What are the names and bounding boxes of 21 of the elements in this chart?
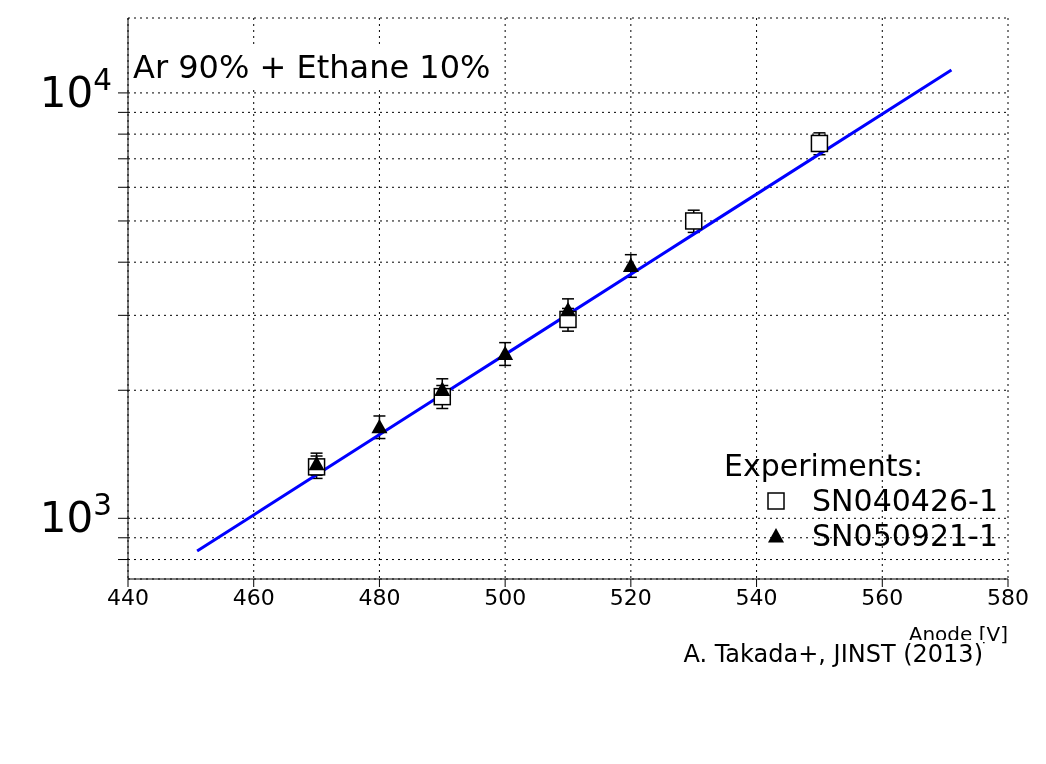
x-tick-label: 440 xyxy=(107,584,149,610)
x-tick-label: 580 xyxy=(987,584,1029,610)
x-tick-label: 500 xyxy=(484,584,527,610)
x-tick-label: 460 xyxy=(232,584,275,610)
annotation: Ar 90% + Ethane 10% xyxy=(133,48,491,86)
point xyxy=(371,418,388,434)
legend-title: Experiments: xyxy=(724,448,925,483)
legend-label: SN040426-1 xyxy=(812,483,998,518)
legend-label: SN050921-1 xyxy=(812,518,998,553)
point xyxy=(560,301,576,317)
y-tick-label: 10$^{4}$ xyxy=(39,62,112,117)
x-tick-label: 520 xyxy=(609,584,652,610)
y-tick-label: 10$^{3}$ xyxy=(39,488,112,543)
point xyxy=(684,212,703,230)
point xyxy=(308,455,325,471)
x-tick-label: 560 xyxy=(861,584,904,610)
point xyxy=(434,381,451,396)
x-tick-label: 540 xyxy=(735,584,778,610)
x-tick-label: 480 xyxy=(358,584,401,610)
point xyxy=(497,345,514,361)
point xyxy=(622,257,639,273)
